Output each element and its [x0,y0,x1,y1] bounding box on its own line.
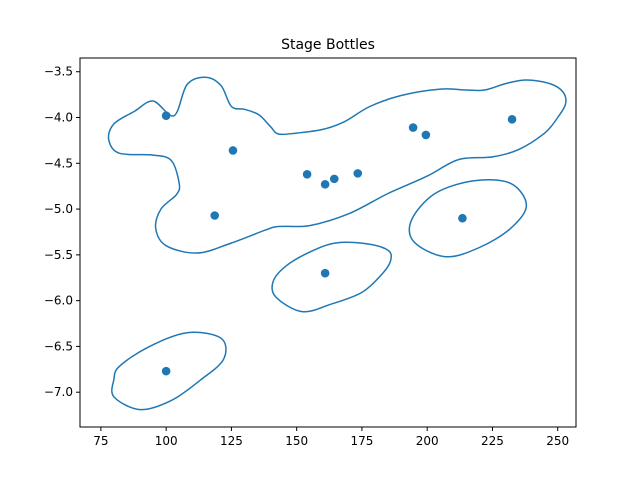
data-point [408,123,418,132]
x-tick-label: 100 [155,434,178,448]
y-axis: −3.5 −4.0 −4.5 −5.0 −5.5 −6.0 −6.5 −7.0 [44,65,80,399]
data-points [161,111,517,376]
y-tick-label: −3.5 [44,65,73,79]
data-point [161,111,171,120]
data-point [507,115,517,124]
y-tick-label: −7.0 [44,385,73,399]
contour-4 [111,331,227,411]
x-tick-label: 175 [350,434,373,448]
data-point [329,174,339,184]
contour-1 [107,76,567,254]
y-tick-label: −4.0 [44,111,73,125]
data-point [320,180,330,189]
data-point [210,211,220,220]
y-tick-label: −6.5 [44,339,73,353]
data-point [353,169,363,178]
x-tick-label: 150 [285,434,308,448]
y-tick-label: −5.5 [44,248,73,262]
data-point [302,169,312,179]
x-tick-label: 225 [481,434,504,448]
contour-3 [408,178,528,258]
data-point [320,268,330,278]
contour-2 [271,241,393,313]
data-point [228,146,238,155]
x-tick-label: 250 [546,434,569,448]
y-tick-label: −4.5 [44,156,73,170]
data-point [458,213,467,223]
x-tick-label: 75 [93,434,108,448]
x-tick-label: 200 [416,434,439,448]
plot-frame [79,57,577,428]
x-axis: 75 100 125 150 175 200 225 250 [93,427,569,448]
contour-layer [107,76,567,411]
data-point [161,366,171,376]
x-tick-label: 125 [220,434,243,448]
y-tick-label: −5.0 [44,202,73,216]
y-tick-label: −6.0 [44,294,73,308]
data-point [421,130,431,140]
chart-title: Stage Bottles [281,37,375,53]
